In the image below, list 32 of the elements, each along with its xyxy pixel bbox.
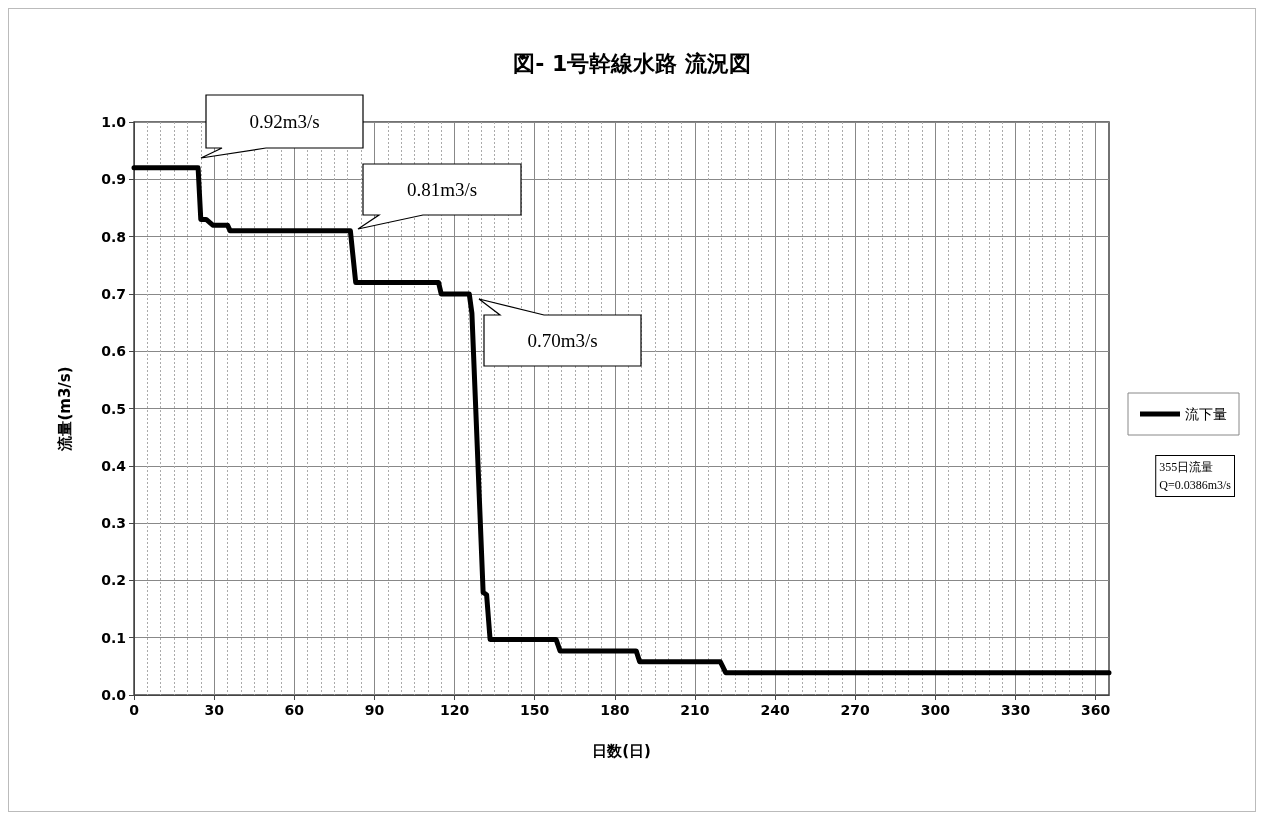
x-tick-label: 150 (520, 702, 550, 718)
text: 355日流量 Q=0.0386m3/s (1159, 460, 1232, 492)
x-tick-label: 90 (364, 702, 385, 718)
x-tick-label: 210 (680, 702, 710, 718)
annotation: 0.70m3/s (527, 330, 598, 351)
y-tick-label: 0.3 (101, 515, 126, 532)
y-tick-label: 0.4 (101, 457, 127, 474)
x-axis-title: 日数(日) (592, 741, 651, 760)
y-tick-label: 0.2 (101, 572, 126, 589)
y-tick-label: 1.0 (101, 114, 127, 130)
y-tick-label: 0.6 (101, 343, 126, 360)
y-tick-label: 0.7 (101, 285, 126, 302)
x-tick-label: 0 (129, 702, 140, 718)
y-tick-label: 0.1 (101, 629, 126, 646)
x-tick-label: 270 (840, 702, 871, 718)
x-tick-label: 180 (600, 702, 630, 718)
x-tick-label: 360 (1081, 702, 1111, 718)
y-tick-label: 0.8 (101, 228, 126, 245)
y-tick-label: 0.5 (101, 400, 126, 417)
x-tick-label: 60 (284, 702, 305, 718)
chart-title: 図- 1号幹線水路 流況図 (513, 50, 751, 76)
y-axis-title: 流量(m3/s) (55, 366, 74, 452)
annotation: 0.92m3/s (249, 111, 320, 132)
legend-label: 流下量 (1185, 406, 1227, 422)
annotation: 0.81m3/s (406, 179, 478, 200)
x-tick-label: 240 (760, 702, 790, 718)
y-tick-label: 0.0 (101, 687, 127, 703)
x-tick-label: 330 (1000, 702, 1031, 718)
y-tick-label: 0.9 (101, 171, 126, 188)
x-tick-label: 30 (204, 702, 225, 718)
x-tick-label: 120 (439, 702, 470, 718)
x-tick-label: 300 (920, 702, 951, 718)
